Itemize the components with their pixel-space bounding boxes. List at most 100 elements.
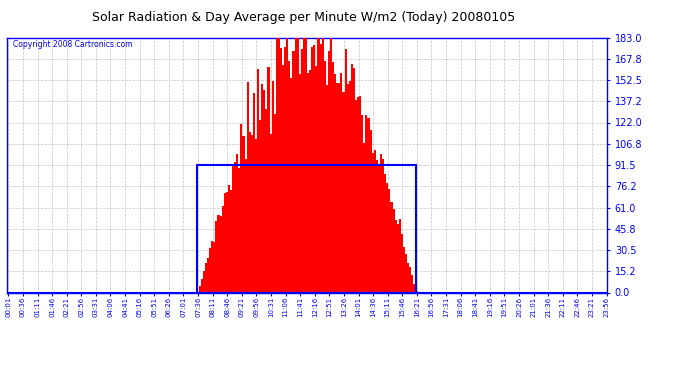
Bar [313, 45, 315, 292]
Bar [364, 143, 366, 292]
Bar [295, 38, 297, 292]
Bar [413, 284, 415, 292]
Bar [253, 93, 255, 292]
Bar [257, 69, 259, 292]
Bar [246, 82, 248, 292]
Bar [393, 209, 395, 292]
Bar [244, 159, 246, 292]
Bar [328, 51, 330, 292]
Bar [284, 48, 286, 292]
Bar [232, 164, 234, 292]
Bar [266, 108, 268, 292]
Bar [242, 136, 244, 292]
Bar [264, 90, 266, 292]
Bar [353, 68, 355, 292]
Bar [199, 286, 201, 292]
Bar [228, 185, 230, 292]
Bar [205, 262, 207, 292]
Bar [344, 49, 346, 292]
Bar [399, 219, 401, 292]
Bar [209, 249, 211, 292]
Bar [262, 84, 264, 292]
Bar [211, 241, 213, 292]
Bar [236, 153, 238, 292]
Bar [407, 263, 409, 292]
Bar [388, 189, 391, 292]
Bar [322, 38, 324, 292]
Bar [255, 138, 257, 292]
Bar [203, 271, 205, 292]
Bar [342, 92, 344, 292]
Text: Solar Radiation & Day Average per Minute W/m2 (Today) 20080105: Solar Radiation & Day Average per Minute… [92, 11, 515, 24]
Bar [226, 192, 228, 292]
Bar [374, 150, 376, 292]
Bar [274, 114, 276, 292]
Bar [286, 38, 288, 292]
Bar [348, 81, 351, 292]
Bar [395, 220, 397, 292]
Bar [378, 164, 380, 292]
Bar [272, 81, 274, 292]
Bar [248, 132, 250, 292]
Bar [259, 120, 262, 292]
Bar [409, 267, 411, 292]
Bar [415, 291, 417, 292]
Bar [362, 115, 364, 292]
Bar [238, 168, 240, 292]
Bar [372, 153, 374, 292]
Bar [207, 258, 209, 292]
Bar [288, 61, 290, 292]
Bar [311, 47, 313, 292]
Bar [370, 130, 372, 292]
Bar [280, 48, 282, 292]
Bar [376, 160, 378, 292]
Bar [276, 38, 278, 292]
Bar [213, 242, 215, 292]
Bar [411, 275, 413, 292]
Bar [397, 224, 399, 292]
Bar [351, 64, 353, 292]
Bar [201, 279, 203, 292]
Bar [221, 206, 224, 292]
Bar [403, 247, 405, 292]
Bar [217, 215, 219, 292]
Bar [282, 66, 284, 292]
Bar [297, 38, 299, 292]
Bar [330, 38, 332, 292]
Bar [386, 183, 388, 292]
Bar [299, 74, 301, 292]
Bar [391, 201, 393, 292]
Bar [307, 74, 309, 292]
Bar [357, 97, 359, 292]
Bar [401, 234, 403, 292]
Bar [334, 74, 336, 292]
Bar [338, 83, 340, 292]
Bar [224, 194, 226, 292]
Bar [382, 159, 384, 292]
Bar [317, 38, 319, 292]
Bar [278, 38, 280, 292]
Bar [346, 84, 348, 292]
Bar [240, 124, 242, 292]
Bar [215, 221, 217, 292]
Bar [301, 49, 303, 292]
Bar [219, 216, 221, 292]
Bar [324, 62, 326, 292]
Bar [380, 154, 382, 292]
Bar [268, 67, 270, 292]
Bar [366, 115, 368, 292]
Bar [303, 38, 305, 292]
Bar [230, 190, 232, 292]
Bar [270, 134, 272, 292]
Bar [315, 66, 317, 292]
Bar [326, 85, 328, 292]
Bar [384, 174, 386, 292]
Bar [336, 82, 338, 292]
Bar [359, 96, 362, 292]
Bar [368, 118, 370, 292]
Bar [319, 44, 322, 292]
Bar [234, 162, 236, 292]
Bar [250, 135, 253, 292]
Bar [340, 73, 342, 292]
Bar [305, 38, 307, 292]
